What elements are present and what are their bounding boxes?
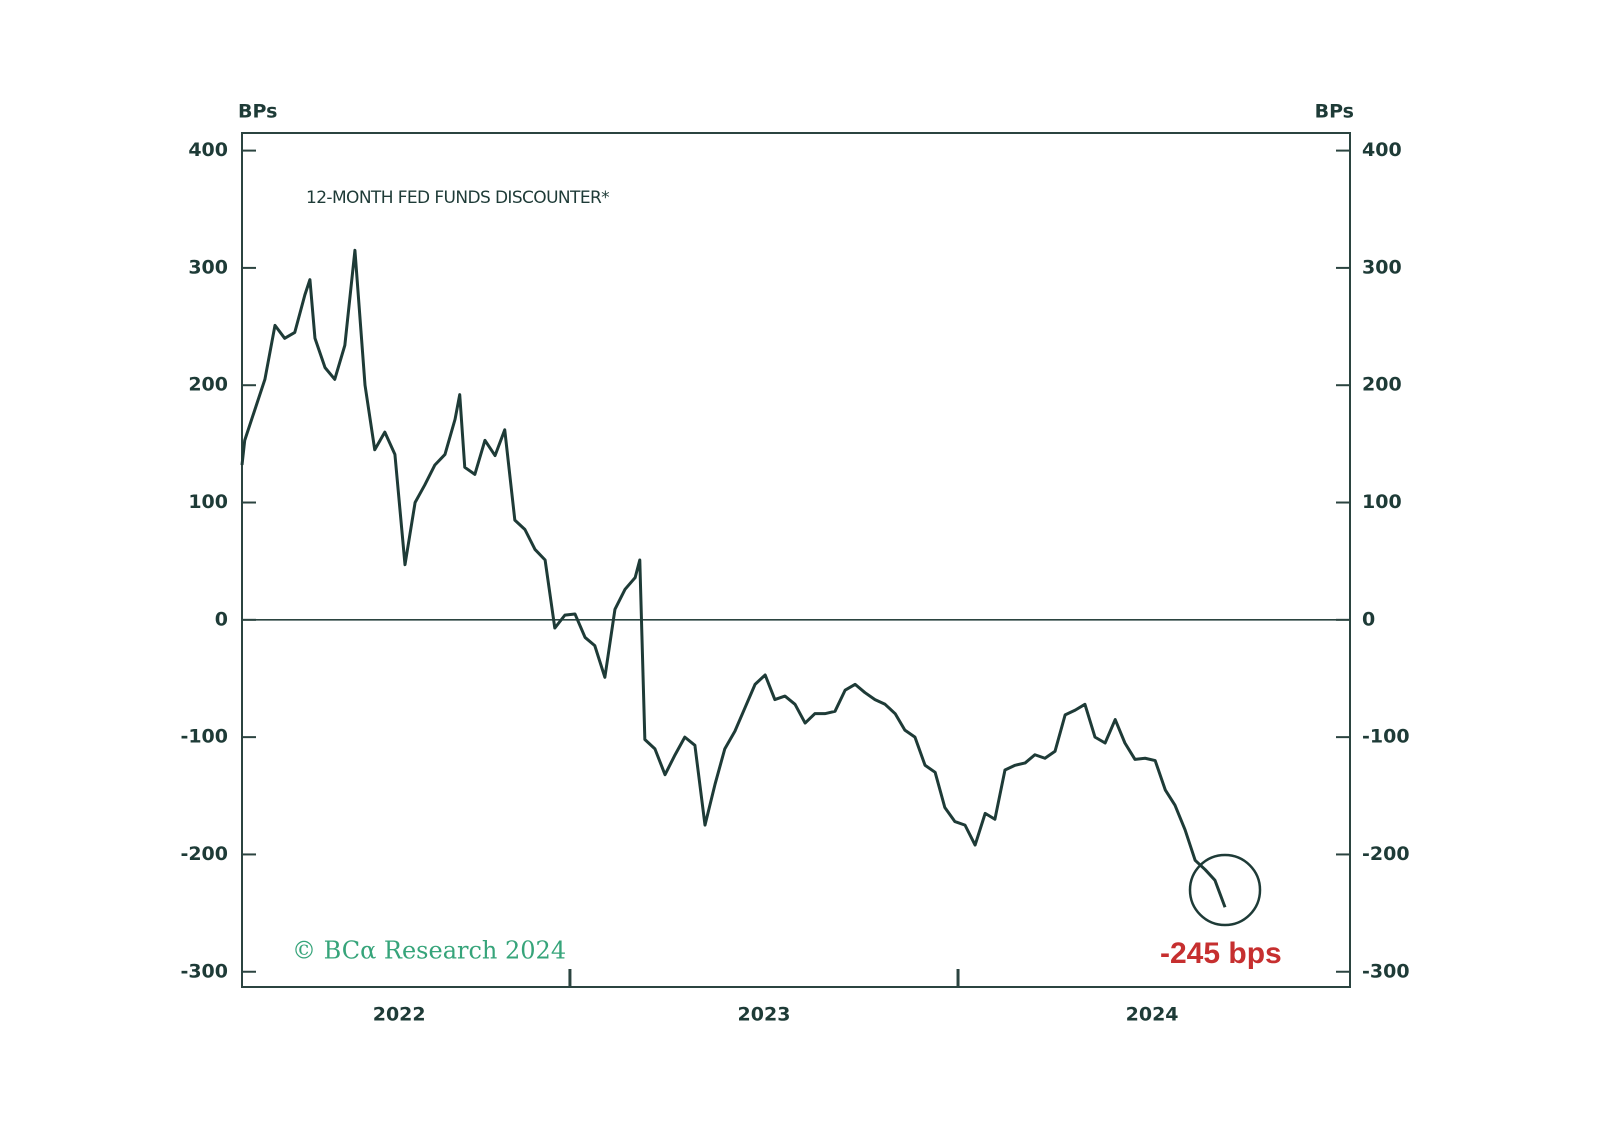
y2-tick-label: -300 <box>1362 960 1410 982</box>
plot-frame <box>241 132 1351 988</box>
x-tick-label: 2024 <box>1126 1004 1179 1026</box>
y-tick-label: 200 <box>188 374 228 396</box>
y2-tick-label: -200 <box>1362 843 1410 865</box>
y2-tick-label: 300 <box>1362 256 1402 278</box>
y-tick-label: 100 <box>188 491 228 513</box>
y2-tick-label: -100 <box>1362 726 1410 748</box>
x-tick-label: 2022 <box>373 1004 426 1026</box>
y2-axis-title: BPs <box>1315 101 1354 123</box>
y-tick-label: -200 <box>180 843 228 865</box>
y-tick-label: -300 <box>180 960 228 982</box>
y2-tick-label: 200 <box>1362 374 1402 396</box>
y-tick-label: 300 <box>188 256 228 278</box>
y2-tick-label: 400 <box>1362 139 1402 161</box>
data-line <box>240 248 1227 908</box>
y-tick-label: 400 <box>188 139 228 161</box>
y-tick-label: -100 <box>180 726 228 748</box>
y-axis-title: BPs <box>238 101 277 123</box>
annotation: -245 bps <box>1160 937 1282 970</box>
highlight-circle <box>1188 853 1262 927</box>
y-tick-label: 0 <box>215 608 228 630</box>
x-tick-label: 2023 <box>738 1004 791 1026</box>
y2-tick-label: 0 <box>1362 608 1375 630</box>
chart-title: 12-MONTH FED FUNDS DISCOUNTER* <box>306 188 609 208</box>
y2-tick-label: 100 <box>1362 491 1402 513</box>
source-credit: © BCα Research 2024 <box>292 937 566 965</box>
